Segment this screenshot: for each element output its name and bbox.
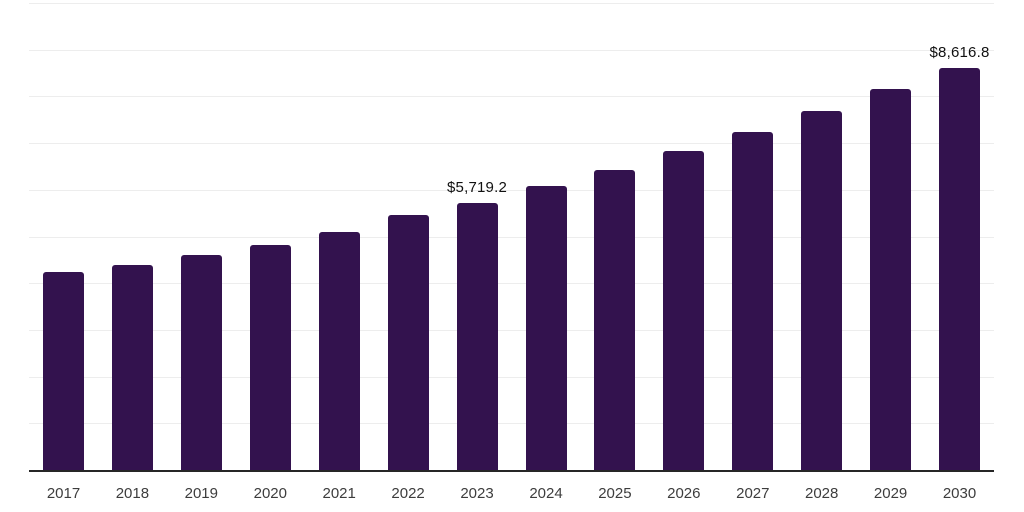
x-tick-label-2026: 2026 — [667, 485, 701, 502]
gridline-3000 — [29, 330, 994, 331]
bar-2024 — [525, 186, 567, 470]
x-tick-label-2020: 2020 — [253, 485, 287, 502]
x-tick-label-2030: 2030 — [942, 485, 977, 502]
gridline-2000 — [29, 377, 994, 378]
x-tick-label-2022: 2022 — [391, 485, 425, 502]
x-tick-label-2028: 2028 — [805, 485, 839, 502]
x-tick-label-2023: 2023 — [460, 485, 494, 502]
bar-2018 — [111, 265, 153, 470]
gridline-9000 — [29, 50, 994, 51]
x-axis-line — [29, 470, 994, 472]
x-tick-label-2017: 2017 — [46, 485, 81, 502]
bar-2027 — [732, 132, 774, 470]
data-label-2030: $8,616.8 — [929, 43, 990, 61]
gridline-1000 — [29, 423, 994, 424]
bar-2021 — [318, 231, 360, 470]
x-tick-label-2021: 2021 — [322, 485, 356, 502]
bar-2029 — [870, 89, 912, 470]
data-label-2023: $5,719.2 — [447, 178, 507, 196]
x-tick-label-2025: 2025 — [598, 485, 632, 502]
gridline-4000 — [29, 283, 994, 284]
bar-2026 — [663, 151, 705, 470]
x-tick-label-2029: 2029 — [873, 485, 908, 502]
bar-2030 — [939, 67, 980, 470]
bar-2017 — [43, 272, 84, 470]
gridline-10000 — [29, 3, 994, 4]
gridline-8000 — [29, 96, 994, 97]
bar-2028 — [801, 111, 843, 470]
bar-2020 — [249, 245, 291, 470]
x-tick-label-2019: 2019 — [184, 485, 218, 502]
bar-2023 — [456, 202, 498, 470]
bar-2022 — [387, 215, 429, 470]
bar-2025 — [594, 169, 636, 470]
gridline-5000 — [29, 237, 994, 238]
x-tick-label-2024: 2024 — [529, 485, 563, 502]
x-tick-label-2027: 2027 — [736, 485, 770, 502]
x-tick-label-2018: 2018 — [115, 485, 150, 502]
gridline-7000 — [29, 143, 994, 144]
bar-2019 — [180, 255, 222, 470]
